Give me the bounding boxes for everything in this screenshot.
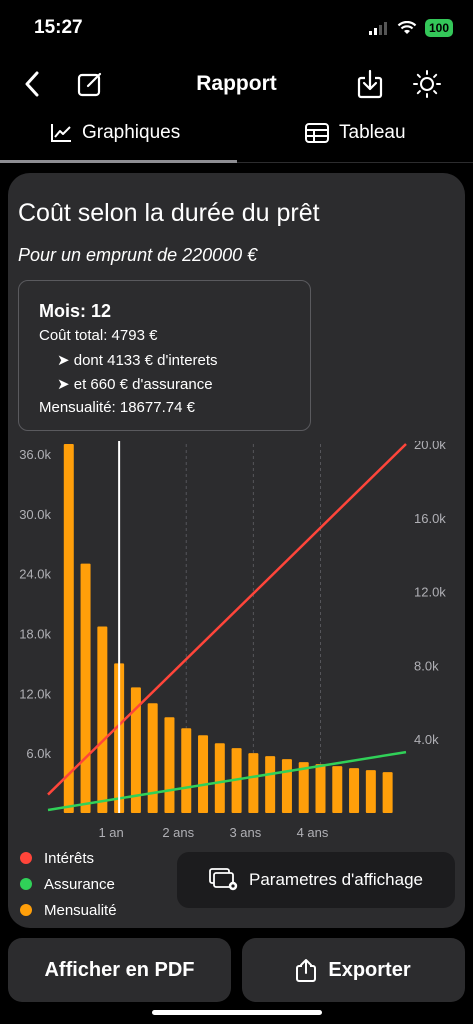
bar-mensualite bbox=[147, 703, 158, 813]
card-subtitle: Pour un emprunt de 220000 € bbox=[18, 245, 258, 265]
chevron-left-icon bbox=[25, 71, 39, 97]
y-right-tick-label: 16.0k bbox=[414, 511, 446, 526]
bar-mensualite bbox=[281, 759, 292, 813]
view-pdf-label: Afficher en PDF bbox=[44, 958, 195, 981]
card-title: Coût selon la durée du prêt bbox=[18, 199, 320, 227]
table-icon bbox=[305, 123, 329, 143]
home-indicator bbox=[152, 1010, 322, 1015]
y-right-tick-label: 4.0k bbox=[414, 732, 439, 747]
cost-chart[interactable]: 1 an 2 ans 3 ans 4 ans 6.0k 12.0k 18.0k 24.0k 30… bbox=[8, 441, 465, 841]
bar-mensualite bbox=[349, 768, 360, 813]
theme-button[interactable] bbox=[407, 64, 447, 104]
export-label: Exporter bbox=[328, 958, 411, 981]
legend-label-mensualite: Mensualité bbox=[44, 901, 117, 919]
tab-tableau-label: Tableau bbox=[339, 122, 406, 143]
bar-mensualite bbox=[315, 764, 326, 813]
display-settings-button[interactable]: Parametres d'affichage bbox=[177, 852, 455, 908]
tooltip-total: Coût total: 4793 € bbox=[39, 327, 158, 344]
y-left-tick-label: 24.0k bbox=[19, 567, 51, 582]
y-left-tick-label: 36.0k bbox=[19, 447, 51, 462]
y-right-tick-label: 12.0k bbox=[414, 585, 446, 600]
view-pdf-button[interactable]: Afficher en PDF bbox=[8, 938, 231, 1002]
wifi-icon bbox=[397, 21, 417, 34]
bar-mensualite bbox=[365, 770, 376, 813]
download-icon bbox=[357, 69, 383, 99]
chart-legend: Intérêts Assurance Mensualité bbox=[20, 845, 117, 923]
page-title: Rapport bbox=[196, 72, 277, 95]
share-icon bbox=[296, 959, 317, 982]
tab-graphiques[interactable]: Graphiques bbox=[50, 122, 180, 144]
bar-mensualite bbox=[382, 772, 393, 813]
bar-mensualite bbox=[248, 753, 259, 813]
bar-mensualite bbox=[80, 563, 91, 813]
legend-dot-interets bbox=[20, 852, 32, 864]
bar-mensualite bbox=[198, 735, 209, 813]
bar-mensualite bbox=[97, 626, 108, 813]
bar-mensualite bbox=[214, 743, 225, 813]
line-assurance bbox=[47, 750, 407, 812]
cellular-signal-icon bbox=[368, 21, 387, 35]
x-tick-label: 1 an bbox=[98, 825, 123, 840]
legend-dot-mensualite bbox=[20, 904, 32, 916]
status-bar: 15:27 100 bbox=[0, 0, 473, 56]
tab-bar: Graphiques Tableau bbox=[0, 112, 473, 164]
tab-tableau[interactable]: Tableau bbox=[305, 122, 406, 144]
x-tick-label: 3 ans bbox=[229, 825, 261, 840]
nav-bar: Rapport bbox=[0, 60, 473, 108]
edit-button[interactable] bbox=[70, 64, 110, 104]
bar-mensualite bbox=[332, 766, 343, 813]
y-left-tick-label: 12.0k bbox=[19, 686, 51, 701]
legend-dot-assurance bbox=[20, 878, 32, 890]
legend-label-interets: Intérêts bbox=[44, 849, 95, 867]
tooltip-title: Mois: 12 bbox=[39, 301, 112, 321]
edit-icon bbox=[77, 72, 102, 97]
display-settings-icon bbox=[209, 868, 238, 891]
export-button[interactable]: Exporter bbox=[242, 938, 465, 1002]
y-left-tick-label: 18.0k bbox=[19, 626, 51, 641]
bar-mensualite bbox=[130, 687, 141, 813]
display-settings-label: Parametres d'affichage bbox=[249, 870, 423, 889]
sun-icon bbox=[413, 70, 441, 98]
status-time: 15:27 bbox=[34, 17, 83, 38]
x-tick-label: 2 ans bbox=[162, 825, 194, 840]
legend-item-interets: Intérêts bbox=[20, 845, 117, 871]
bar-mensualite bbox=[181, 728, 192, 813]
chart-tooltip: Mois: 12 Coût total: 4793 € ➤ dont 4133 … bbox=[18, 280, 311, 431]
y-right-tick-label: 8.0k bbox=[414, 658, 439, 673]
legend-item-mensualite: Mensualité bbox=[20, 897, 117, 923]
back-button[interactable] bbox=[12, 64, 52, 104]
x-tick-label: 4 ans bbox=[297, 825, 329, 840]
line-interets bbox=[47, 443, 407, 796]
chart-icon bbox=[51, 124, 71, 142]
bar-mensualite bbox=[298, 762, 309, 813]
bar-mensualite bbox=[164, 717, 175, 813]
legend-item-assurance: Assurance bbox=[20, 871, 117, 897]
tooltip-insurance: ➤ et 660 € d'assurance bbox=[57, 376, 213, 393]
tab-graphiques-label: Graphiques bbox=[82, 122, 181, 143]
tooltip-monthly: Mensualité: 18677.74 € bbox=[39, 399, 195, 416]
chart-card: Coût selon la durée du prêt Pour un empr… bbox=[8, 173, 465, 928]
legend-label-assurance: Assurance bbox=[44, 875, 115, 893]
tab-selection-indicator bbox=[0, 160, 237, 163]
y-left-tick-label: 30.0k bbox=[19, 507, 51, 522]
download-button[interactable] bbox=[350, 64, 390, 104]
y-left-tick-label: 6.0k bbox=[26, 746, 51, 761]
battery-indicator: 100 bbox=[424, 19, 453, 37]
bar-mensualite bbox=[265, 756, 276, 813]
y-right-tick-label: 20.0k bbox=[414, 441, 446, 452]
bar-mensualite bbox=[63, 444, 74, 813]
tooltip-interest: ➤ dont 4133 € d'interets bbox=[57, 352, 218, 369]
